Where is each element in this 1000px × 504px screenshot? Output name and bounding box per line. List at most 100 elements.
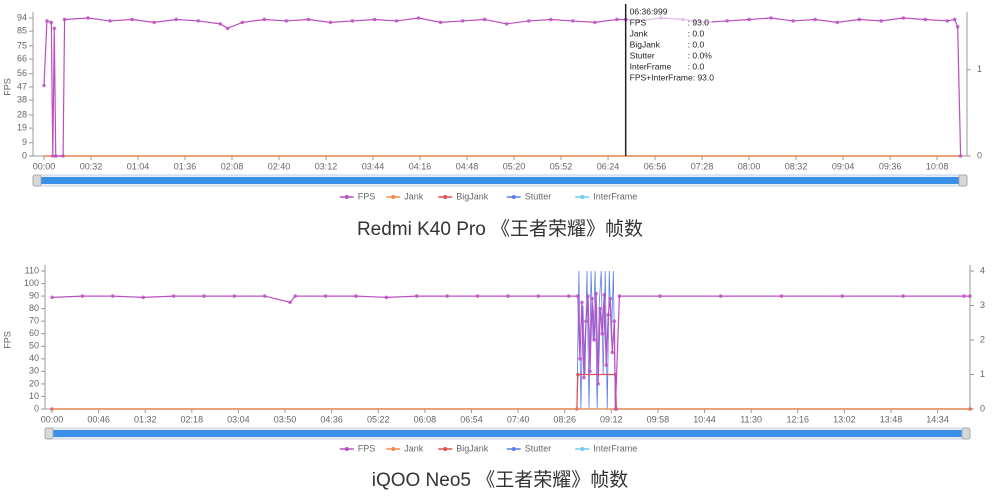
y2-tick-label: 1 [980, 369, 985, 379]
data-point [323, 294, 328, 298]
data-point [580, 300, 584, 305]
legend-swatch-dot [580, 447, 585, 451]
data-point [171, 294, 176, 298]
data-point [526, 19, 531, 23]
x-tick-label: 00:32 [80, 161, 103, 171]
data-point [110, 294, 115, 298]
x-tick-label: 05:22 [367, 414, 390, 424]
y-tick-label: 28 [17, 109, 27, 119]
y-tick-label: 30 [29, 366, 39, 376]
y-tick-label: 50 [29, 341, 39, 351]
data-point [593, 20, 597, 25]
data-point [225, 26, 230, 31]
y2-tick-label: 1 [977, 64, 982, 74]
x-tick-label: 13:48 [880, 414, 903, 424]
tooltip-value: : 93.0 [688, 17, 710, 27]
data-point [718, 294, 723, 298]
legend-label: Jank [404, 191, 424, 201]
data-point [306, 17, 311, 22]
data-point [571, 19, 575, 23]
x-tick-label: 05:20 [503, 161, 526, 171]
x-tick-label: 10:08 [926, 161, 949, 171]
x-tick-label: 01:36 [174, 161, 197, 171]
data-point [962, 294, 966, 298]
y-tick-label: 19 [17, 122, 27, 132]
data-point [108, 19, 112, 23]
x-tick-label: 09:58 [647, 414, 670, 424]
data-point [725, 19, 729, 23]
x-tick-label: 04:48 [456, 161, 479, 171]
data-point [288, 300, 292, 305]
data-point [658, 294, 662, 298]
data-point [45, 19, 49, 23]
x-tick-label: 02:40 [268, 161, 291, 171]
y-tick-label: 90 [29, 290, 39, 300]
x-tick-label: 06:08 [414, 414, 437, 424]
data-point [592, 338, 596, 342]
x-tick-label: 11:30 [740, 414, 762, 424]
data-point [610, 350, 615, 355]
legend-swatch-dot [344, 195, 349, 199]
data-point [588, 369, 592, 374]
legend-swatch-dot [511, 195, 516, 199]
data-point [438, 20, 443, 25]
legend-swatch-dot [391, 195, 396, 199]
series-line [52, 270, 970, 410]
series-line [43, 17, 962, 157]
y-tick-label: 66 [17, 53, 27, 63]
y-tick-label: 47 [17, 81, 27, 91]
data-point [769, 16, 773, 20]
data-point [576, 372, 580, 377]
tooltip-value: : 93.0 [693, 72, 715, 82]
data-point [284, 19, 289, 23]
data-point [262, 17, 267, 22]
tooltip-value: : 0.0 [688, 61, 705, 71]
tooltip-label: InterFrame [630, 61, 672, 71]
data-point [955, 25, 960, 29]
x-tick-label: 03:12 [315, 161, 338, 171]
data-point [590, 296, 594, 301]
data-point [61, 154, 65, 158]
data-point [218, 22, 223, 26]
data-point [51, 154, 55, 158]
y2-tick-label: 2 [980, 334, 985, 344]
data-point [958, 154, 963, 158]
data-point [262, 294, 267, 298]
x-tick-label: 12:16 [786, 414, 809, 424]
data-point [615, 17, 619, 22]
x-tick-label: 05:52 [550, 161, 573, 171]
data-point [813, 17, 817, 22]
tooltip-label: FPS+InterFrame [630, 72, 693, 82]
legend-label: Stutter [525, 191, 552, 201]
x-tick-label: 09:04 [832, 161, 855, 171]
y2-tick-label: 0 [977, 150, 982, 160]
data-point [582, 375, 586, 380]
y-tick-label: 56 [17, 68, 27, 78]
legend-label: BigJank [456, 443, 489, 453]
data-point [566, 294, 571, 298]
series-line [52, 373, 970, 410]
data-point [901, 16, 906, 20]
x-tick-label: 01:32 [134, 414, 157, 424]
legend-label: FPS [358, 443, 376, 453]
data-point [779, 294, 784, 298]
x-tick-label: 06:56 [644, 161, 667, 171]
data-point [923, 17, 928, 22]
legend-label: InterFrame [593, 443, 637, 453]
data-point [952, 17, 957, 22]
data-point [608, 296, 613, 301]
data-point [747, 17, 751, 22]
data-point [578, 357, 582, 361]
x-tick-label: 08:32 [785, 161, 808, 171]
tooltip-box [627, 6, 712, 86]
data-point [62, 17, 67, 22]
legend-swatch-dot [344, 447, 349, 451]
y-tick-label: 60 [29, 328, 39, 338]
data-point [606, 313, 611, 317]
legend-label: InterFrame [593, 191, 637, 201]
data-point [52, 26, 57, 31]
data-point [202, 294, 206, 298]
data-point [791, 19, 795, 23]
data-point [857, 17, 862, 22]
x-tick-label: 08:26 [553, 414, 576, 424]
